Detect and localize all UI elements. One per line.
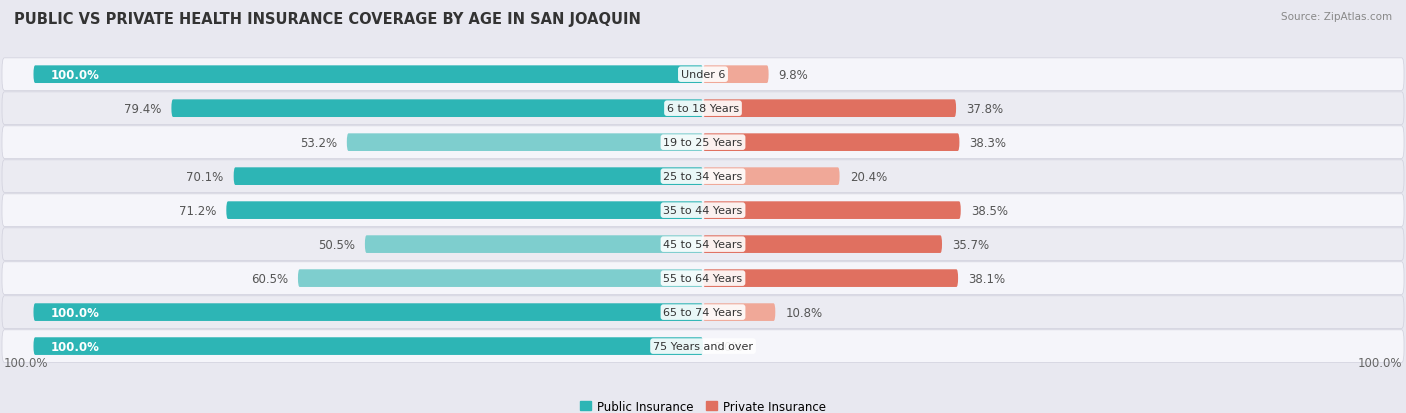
Legend: Public Insurance, Private Insurance: Public Insurance, Private Insurance xyxy=(575,395,831,413)
FancyBboxPatch shape xyxy=(226,202,703,219)
FancyBboxPatch shape xyxy=(703,236,942,253)
FancyBboxPatch shape xyxy=(34,304,703,321)
FancyBboxPatch shape xyxy=(366,236,703,253)
Text: 100.0%: 100.0% xyxy=(51,69,98,81)
Text: 60.5%: 60.5% xyxy=(250,272,288,285)
Text: 25 to 34 Years: 25 to 34 Years xyxy=(664,172,742,182)
FancyBboxPatch shape xyxy=(1,262,1405,295)
Text: 79.4%: 79.4% xyxy=(124,102,162,115)
Text: 65 to 74 Years: 65 to 74 Years xyxy=(664,307,742,317)
FancyBboxPatch shape xyxy=(703,270,957,287)
Text: 55 to 64 Years: 55 to 64 Years xyxy=(664,273,742,283)
FancyBboxPatch shape xyxy=(1,330,1405,363)
FancyBboxPatch shape xyxy=(703,304,775,321)
FancyBboxPatch shape xyxy=(1,93,1405,125)
Text: PUBLIC VS PRIVATE HEALTH INSURANCE COVERAGE BY AGE IN SAN JOAQUIN: PUBLIC VS PRIVATE HEALTH INSURANCE COVER… xyxy=(14,12,641,27)
FancyBboxPatch shape xyxy=(703,202,960,219)
Text: 100.0%: 100.0% xyxy=(51,306,98,319)
FancyBboxPatch shape xyxy=(1,160,1405,193)
Text: 20.4%: 20.4% xyxy=(849,170,887,183)
FancyBboxPatch shape xyxy=(703,134,959,152)
FancyBboxPatch shape xyxy=(703,66,769,84)
Text: 9.8%: 9.8% xyxy=(779,69,808,81)
Text: 75 Years and over: 75 Years and over xyxy=(652,341,754,351)
Text: 19 to 25 Years: 19 to 25 Years xyxy=(664,138,742,148)
Text: 71.2%: 71.2% xyxy=(179,204,217,217)
Text: 0.0%: 0.0% xyxy=(713,340,742,353)
FancyBboxPatch shape xyxy=(1,296,1405,329)
Text: 35 to 44 Years: 35 to 44 Years xyxy=(664,206,742,216)
Text: 35.7%: 35.7% xyxy=(952,238,990,251)
Text: 38.1%: 38.1% xyxy=(969,272,1005,285)
Text: 50.5%: 50.5% xyxy=(318,238,354,251)
FancyBboxPatch shape xyxy=(298,270,703,287)
Text: 70.1%: 70.1% xyxy=(187,170,224,183)
FancyBboxPatch shape xyxy=(34,337,703,355)
FancyBboxPatch shape xyxy=(1,228,1405,261)
FancyBboxPatch shape xyxy=(34,66,703,84)
FancyBboxPatch shape xyxy=(347,134,703,152)
Text: 53.2%: 53.2% xyxy=(299,136,337,149)
FancyBboxPatch shape xyxy=(703,100,956,118)
Text: Source: ZipAtlas.com: Source: ZipAtlas.com xyxy=(1281,12,1392,22)
FancyBboxPatch shape xyxy=(703,168,839,185)
Text: 100.0%: 100.0% xyxy=(1358,356,1403,369)
Text: Under 6: Under 6 xyxy=(681,70,725,80)
Text: 37.8%: 37.8% xyxy=(966,102,1004,115)
Text: 6 to 18 Years: 6 to 18 Years xyxy=(666,104,740,114)
FancyBboxPatch shape xyxy=(172,100,703,118)
Text: 100.0%: 100.0% xyxy=(3,356,48,369)
FancyBboxPatch shape xyxy=(233,168,703,185)
Text: 38.3%: 38.3% xyxy=(970,136,1007,149)
Text: 45 to 54 Years: 45 to 54 Years xyxy=(664,240,742,249)
Text: 38.5%: 38.5% xyxy=(970,204,1008,217)
Text: 10.8%: 10.8% xyxy=(786,306,823,319)
FancyBboxPatch shape xyxy=(1,126,1405,159)
FancyBboxPatch shape xyxy=(1,59,1405,91)
FancyBboxPatch shape xyxy=(1,195,1405,227)
Text: 100.0%: 100.0% xyxy=(51,340,98,353)
